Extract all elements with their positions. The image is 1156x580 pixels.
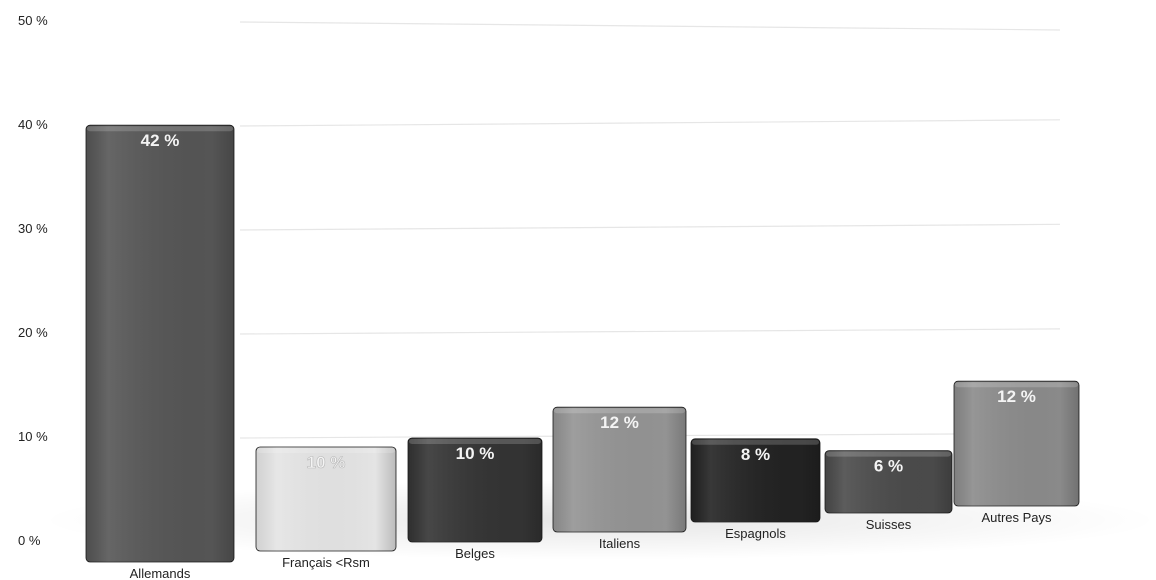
x-category-label: Français <Rsm [282, 555, 370, 570]
bar-top-highlight [257, 448, 395, 453]
bar-top-highlight [955, 382, 1078, 388]
bar-top-highlight [554, 408, 685, 414]
y-tick-label: 30 % [18, 221, 48, 236]
bar-shading [86, 125, 234, 562]
bar-group [85, 124, 235, 563]
data-label: 8 % [741, 445, 770, 464]
y-tick-label: 0 % [18, 533, 41, 548]
data-label: 10 % [456, 444, 495, 463]
x-axis-categories: Allemands Français <Rsm Belges Italiens Espa… [130, 510, 1052, 580]
data-label: 12 % [997, 387, 1036, 406]
x-category-label: Belges [455, 546, 495, 561]
bar-shading [256, 447, 396, 551]
bar-shading [408, 438, 542, 542]
bar-group [953, 380, 1080, 507]
bar-shading [553, 407, 686, 532]
data-label: 6 % [874, 457, 903, 476]
bar-group [255, 446, 397, 552]
y-tick-label: 40 % [18, 117, 48, 132]
bars [85, 124, 1080, 563]
data-label: 42 % [141, 131, 180, 150]
x-category-label: Italiens [599, 536, 641, 551]
bar-top-highlight [409, 439, 541, 444]
y-axis: 0 % 10 % 20 % 30 % 40 % 50 % [18, 13, 48, 548]
x-category-label: Allemands [130, 566, 191, 580]
bar-top-highlight [87, 126, 233, 132]
y-tick-label: 10 % [18, 429, 48, 444]
gridline [239, 119, 1061, 127]
data-labels: 42 % 10 % 10 % 12 % 8 % 6 % 12 % [141, 131, 1036, 475]
x-category-label: Autres Pays [981, 510, 1052, 525]
x-category-label: Espagnols [725, 526, 786, 541]
bar-group [690, 438, 821, 523]
data-label: 10 % [307, 453, 346, 472]
bar-shading [825, 450, 952, 513]
bar-top-highlight [692, 439, 819, 445]
gridline [239, 223, 1061, 231]
bar-group [824, 450, 953, 514]
y-tick-label: 50 % [18, 13, 48, 28]
bar-top-highlight [826, 451, 951, 457]
x-category-label: Suisses [866, 517, 912, 532]
bar-shading [691, 438, 820, 522]
y-tick-label: 20 % [18, 325, 48, 340]
gridline [239, 328, 1061, 335]
bar-group [407, 437, 543, 543]
data-label: 12 % [600, 413, 639, 432]
gridline [239, 21, 1061, 31]
gridlines [239, 21, 1061, 439]
bar-shading [954, 381, 1079, 506]
bar-group [552, 406, 687, 533]
